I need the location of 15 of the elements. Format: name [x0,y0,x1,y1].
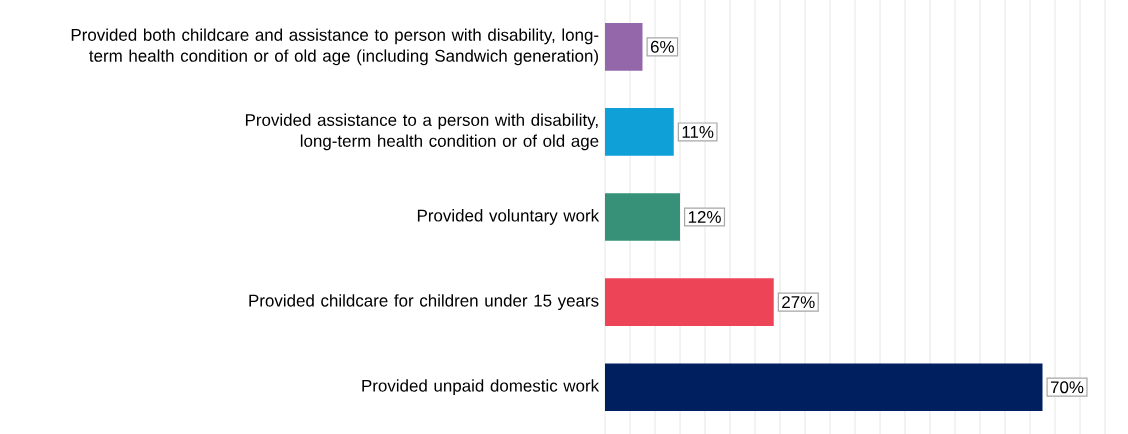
bar [605,278,774,326]
data-label: 6% [650,40,674,53]
bar [605,193,680,241]
y-tick-label: Provided voluntary work [417,209,600,225]
y-tick-label: Provided assistance to a person with disability, long-term health condition or of old age [245,113,599,151]
y-tick-label: Provided childcare for children under 15 years [249,294,599,310]
data-label: 70% [1050,381,1084,394]
data-label: 27% [782,296,815,309]
bar [605,22,643,71]
data-label: 12% [688,211,721,223]
y-tick-label: Provided both childcare and assistance to person with disability, long-term health condition or of old age (including Sandwich generation) [71,28,599,66]
bar [605,363,1043,412]
y-tick-label: Provided unpaid domestic work [362,379,600,396]
bar [605,108,674,156]
data-label: 11% [682,125,714,138]
